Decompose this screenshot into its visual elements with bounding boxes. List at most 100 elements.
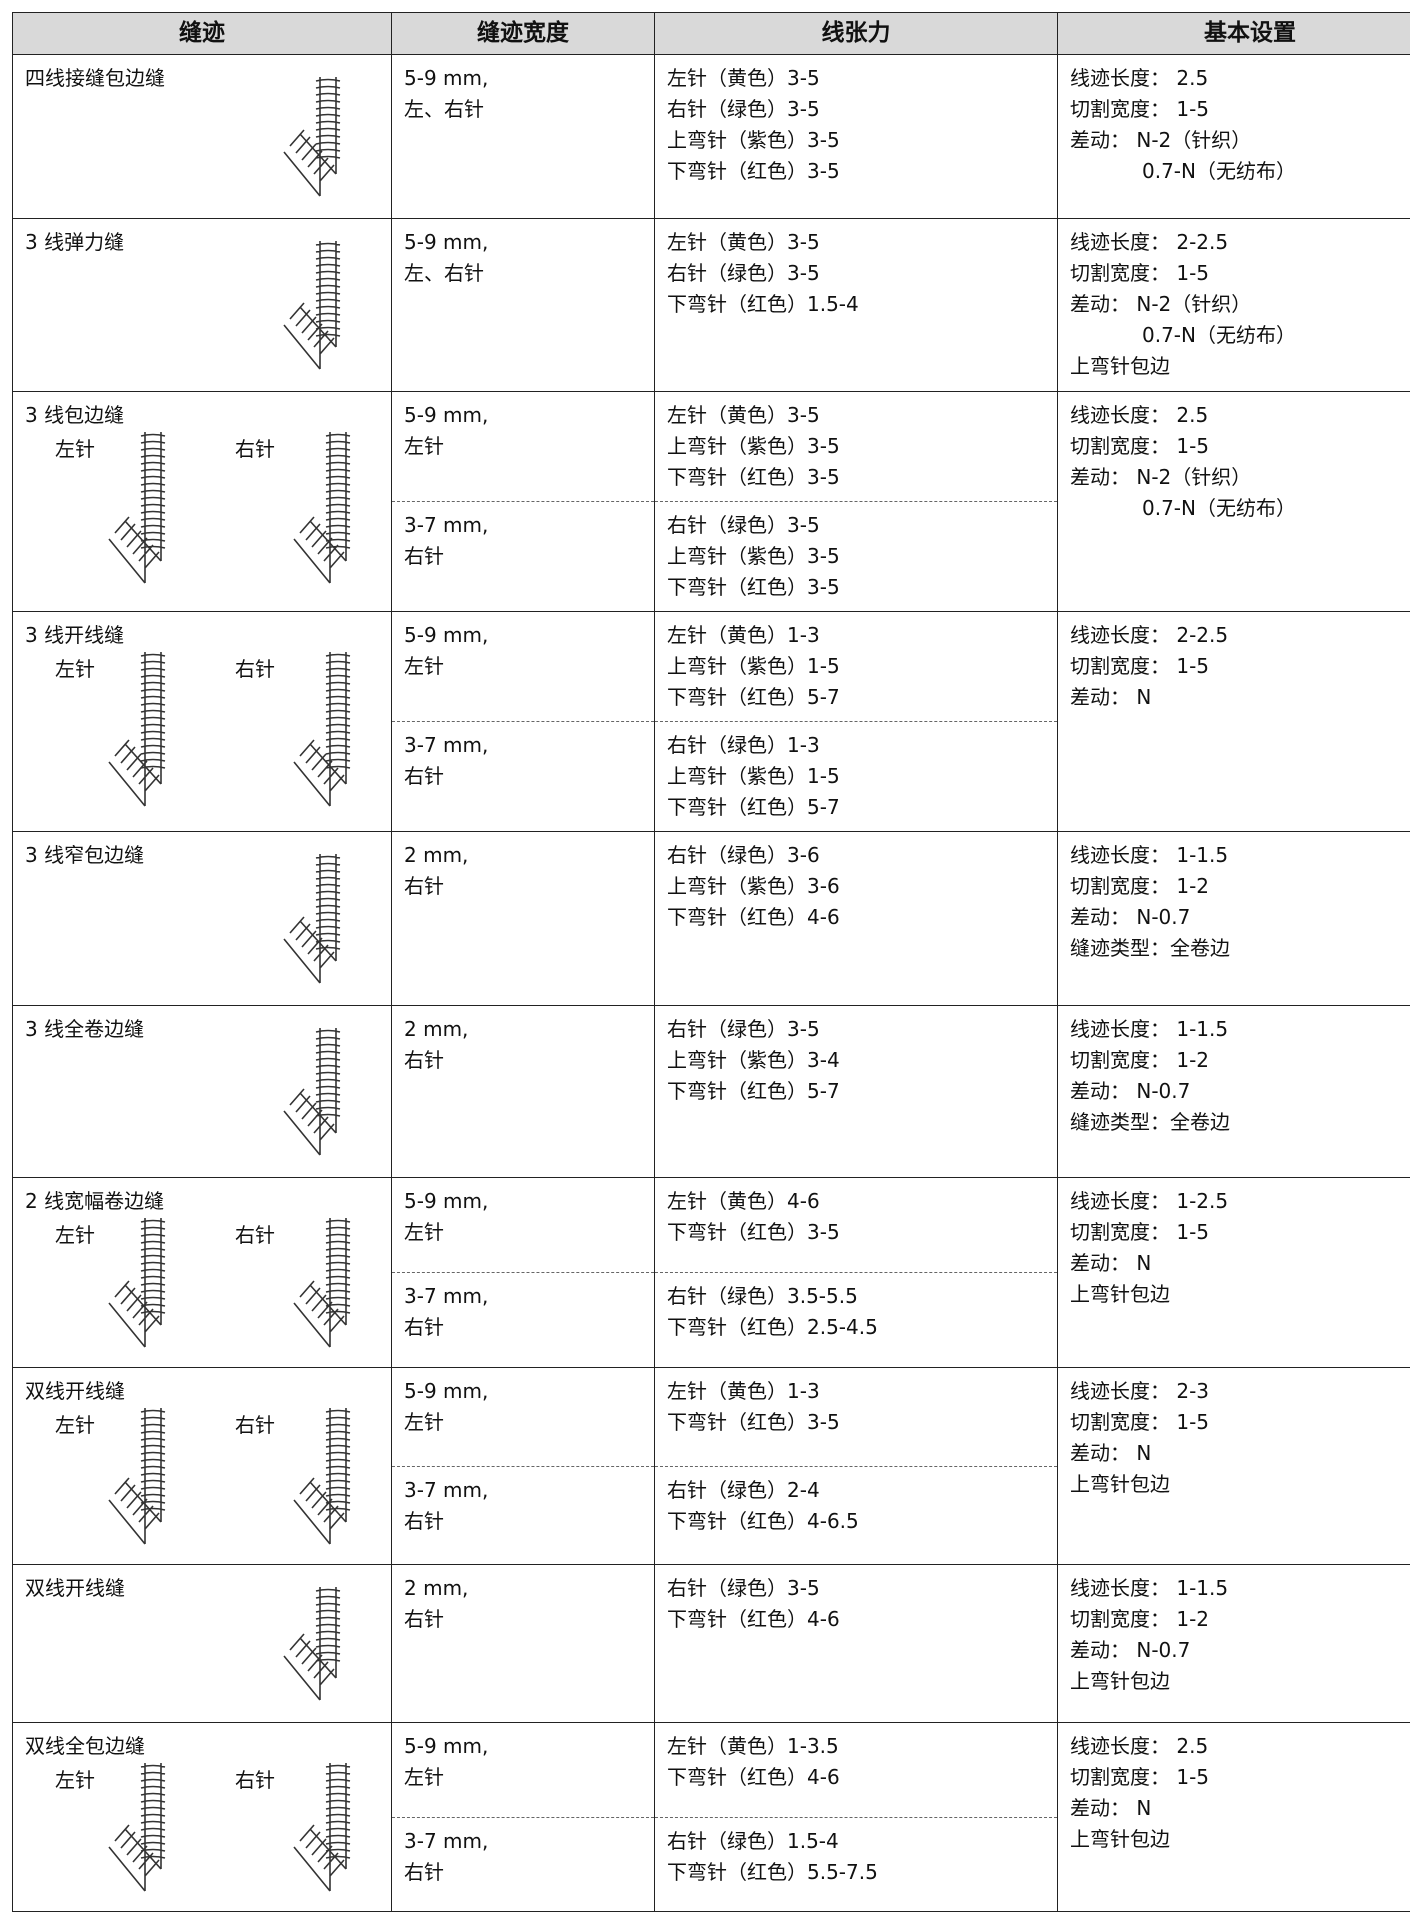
width-cell: 3-7 mm,右针 (392, 1273, 655, 1368)
setting-line: 线迹长度： 2-2.5 (1070, 227, 1410, 258)
width-line: 右针 (404, 1045, 642, 1076)
width-line: 3-7 mm, (404, 730, 642, 761)
tension-line: 左针（黄色）1-3.5 (667, 1731, 1045, 1762)
width-line: 左、右针 (404, 94, 642, 125)
setting-line: 线迹长度： 2-3 (1070, 1376, 1410, 1407)
needle-label: 左针 (55, 1220, 95, 1251)
width-line: 3-7 mm, (404, 1826, 642, 1857)
stitch-box: 3 线开线缝左针右针 (25, 620, 379, 818)
width-cell: 5-9 mm,左、右针 (392, 55, 655, 219)
stitch-cell: 3 线全卷边缝 (13, 1006, 392, 1178)
tension-line: 下弯针（红色）4-6 (667, 902, 1045, 933)
width-line: 2 mm, (404, 1014, 642, 1045)
width-cell: 3-7 mm,右针 (392, 1466, 655, 1565)
stitch-icon (290, 1408, 360, 1552)
width-cell: 5-9 mm,左针 (392, 392, 655, 502)
setting-line: 上弯针包边 (1070, 1666, 1410, 1697)
setting-line: 差动： N (1070, 1248, 1410, 1279)
tension-line: 右针（绿色）3.5-5.5 (667, 1281, 1045, 1312)
width-line: 左针 (404, 1217, 642, 1248)
stitch-icon (280, 854, 350, 991)
stitch-box: 3 线包边缝左针右针 (25, 400, 379, 595)
tension-line: 左针（黄色）3-5 (667, 227, 1045, 258)
tension-line: 下弯针（红色）1.5-4 (667, 289, 1045, 320)
setting-line: 切割宽度： 1-5 (1070, 1407, 1410, 1438)
width-line: 5-9 mm, (404, 227, 642, 258)
stitch-icon (105, 1218, 175, 1355)
setting-line: 差动： N (1070, 1793, 1410, 1824)
stitch-cell: 2 线宽幅卷边缝左针右针 (13, 1178, 392, 1368)
stitch-icon (105, 1408, 175, 1552)
setting-line: 线迹长度： 1-2.5 (1070, 1186, 1410, 1217)
setting-line: 切割宽度： 1-5 (1070, 94, 1410, 125)
stitch-box: 双线全包边缝左针右针 (25, 1731, 379, 1903)
width-cell: 2 mm,右针 (392, 832, 655, 1006)
tension-line: 左针（黄色）4-6 (667, 1186, 1045, 1217)
tension-line: 上弯针（紫色）3-5 (667, 125, 1045, 156)
stitch-box: 双线开线缝 (25, 1573, 379, 1714)
width-cell: 5-9 mm,左针 (392, 1723, 655, 1818)
width-cell: 5-9 mm,左针 (392, 1178, 655, 1273)
width-line: 2 mm, (404, 840, 642, 871)
tension-line: 下弯针（红色）2.5-4.5 (667, 1312, 1045, 1343)
setting-line: 线迹长度： 1-1.5 (1070, 1573, 1410, 1604)
stitch-name: 3 线包边缝 (25, 403, 124, 427)
setting-line: 上弯针包边 (1070, 351, 1410, 382)
setting-line: 缝迹类型：全卷边 (1070, 933, 1410, 964)
stitch-cell: 3 线开线缝左针右针 (13, 612, 392, 832)
stitch-name: 双线全包边缝 (25, 1734, 145, 1758)
needle-label: 左针 (55, 434, 95, 465)
tension-line: 右针（绿色）3-5 (667, 94, 1045, 125)
setting-line: 差动： N (1070, 682, 1410, 713)
stitch-name: 双线开线缝 (25, 1379, 125, 1403)
setting-line: 切割宽度： 1-5 (1070, 258, 1410, 289)
stitch-cell: 双线开线缝 (13, 1565, 392, 1723)
tension-line: 下弯针（红色）5-7 (667, 792, 1045, 823)
tension-line: 上弯针（紫色）3-5 (667, 431, 1045, 462)
setting-line: 差动： N-2（针织） (1070, 289, 1410, 320)
setting-line: 切割宽度： 1-2 (1070, 871, 1410, 902)
stitch-icon (290, 1218, 360, 1355)
width-line: 左针 (404, 1407, 642, 1438)
tension-line: 上弯针（紫色）3-4 (667, 1045, 1045, 1076)
setting-line: 差动： N-2（针织） (1070, 125, 1410, 156)
tension-line: 右针（绿色）3-6 (667, 840, 1045, 871)
stitch-box: 3 线全卷边缝 (25, 1014, 379, 1169)
width-line: 3-7 mm, (404, 1475, 642, 1506)
tension-line: 左针（黄色）1-3 (667, 620, 1045, 651)
width-line: 5-9 mm, (404, 1376, 642, 1407)
width-line: 右针 (404, 1604, 642, 1635)
setting-line: 差动： N-0.7 (1070, 902, 1410, 933)
width-line: 3-7 mm, (404, 1281, 642, 1312)
width-cell: 3-7 mm,右针 (392, 1817, 655, 1912)
stitch-icon (290, 1763, 360, 1899)
needle-label: 右针 (235, 1220, 275, 1251)
stitch-name: 3 线弹力缝 (25, 230, 124, 254)
tension-line: 右针（绿色）3-5 (667, 510, 1045, 541)
stitch-name: 3 线全卷边缝 (25, 1017, 144, 1041)
tension-line: 左针（黄色）3-5 (667, 400, 1045, 431)
stitch-icon (290, 432, 360, 591)
stitch-icon (105, 1763, 175, 1899)
setting-line: 切割宽度： 1-2 (1070, 1604, 1410, 1635)
tension-line: 上弯针（紫色）1-5 (667, 761, 1045, 792)
